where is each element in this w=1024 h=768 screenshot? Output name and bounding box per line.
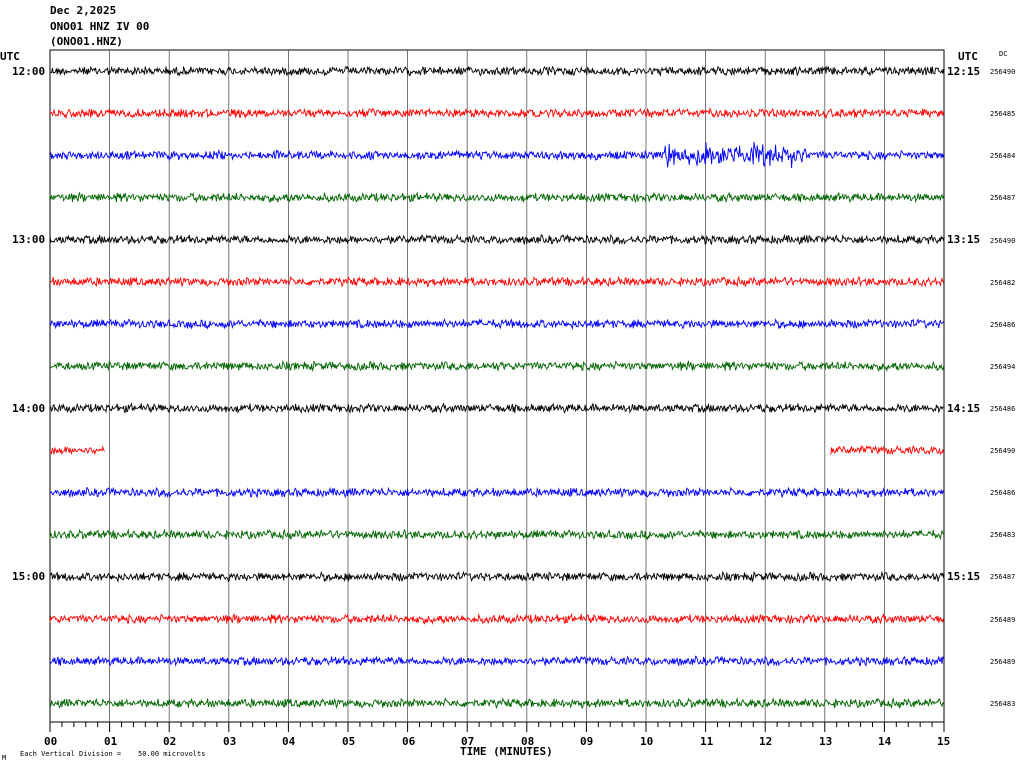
dc-value: 256490: [990, 68, 1016, 76]
dc-value: 256490: [990, 447, 1016, 455]
x-tick-label: 15: [937, 735, 951, 748]
seismic-trace: [49, 65, 945, 78]
utc-left-label: UTC: [0, 50, 20, 63]
x-tick-label: 11: [700, 735, 714, 748]
seismic-trace: [49, 191, 945, 204]
seismic-trace: [49, 445, 105, 456]
scale-note: Each Vertical Division = 50.00 microvolt…: [20, 750, 206, 758]
dc-value: 256483: [990, 700, 1016, 708]
seismic-trace: [49, 275, 945, 288]
seismic-trace: [49, 655, 945, 667]
right-hour-label: 15:15: [947, 570, 981, 583]
dc-value: 256485: [990, 110, 1016, 118]
left-hour-label: 13:00: [12, 233, 46, 246]
seismic-trace: [50, 141, 945, 169]
station-name: ONO01 HNZ IV 00: [50, 20, 150, 33]
right-hour-label: 14:15: [947, 402, 981, 415]
minute-grid: [49, 49, 945, 732]
dc-value: 256490: [990, 237, 1016, 245]
chart-date: Dec 2,2025: [50, 4, 117, 17]
dc-value: 256486: [990, 405, 1016, 413]
x-tick-label: 03: [223, 735, 237, 748]
right-hour-label: 13:15: [947, 233, 981, 246]
x-tick-label: 05: [342, 735, 356, 748]
x-tick-label: 13: [819, 735, 833, 748]
seismic-trace: [49, 318, 944, 330]
x-tick-label: 06: [402, 735, 416, 748]
x-tick-label: 07: [461, 735, 475, 748]
dc-value: 256483: [990, 531, 1016, 539]
dc-value: 256484: [990, 152, 1016, 160]
x-tick-label: 10: [640, 735, 654, 748]
dc-value: 256487: [990, 573, 1016, 581]
x-tick-label: 04: [282, 735, 296, 748]
dc-value: 256489: [990, 658, 1016, 666]
x-tick-label: 12: [759, 735, 773, 748]
seismic-trace: [49, 359, 945, 373]
x-tick-label: 09: [580, 735, 594, 748]
dc-value: 256489: [990, 616, 1016, 624]
x-tick-label: 14: [878, 735, 892, 748]
x-tick-label: 00: [44, 735, 58, 748]
seismic-trace: [49, 106, 945, 120]
x-tick-label: 08: [521, 735, 535, 748]
left-hour-label: 14:00: [12, 402, 46, 415]
seismic-trace: [49, 528, 944, 541]
seismic-trace: [830, 444, 945, 456]
seismic-trace: [49, 697, 944, 710]
left-hour-label: 15:00: [12, 570, 46, 583]
utc-right-label: UTC: [958, 50, 978, 63]
dc-value: 256486: [990, 321, 1016, 329]
footer-mark: M: [2, 754, 7, 762]
seismic-trace: [49, 401, 944, 415]
right-hour-label: 12:15: [947, 65, 981, 78]
seismic-trace: [49, 612, 945, 625]
dc-header: DC: [999, 50, 1008, 58]
channel-name: (ONO01.HNZ): [50, 35, 123, 48]
dc-value: 256482: [990, 279, 1016, 287]
trace-group: [49, 65, 945, 710]
seismic-trace: [49, 233, 945, 246]
dc-value: 256487: [990, 194, 1016, 202]
seismic-trace: [49, 570, 945, 583]
x-axis-title: TIME (MINUTES): [460, 745, 553, 758]
dc-value: 256486: [990, 489, 1016, 497]
dc-value: 256494: [990, 363, 1016, 371]
x-tick-label: 02: [163, 735, 177, 748]
x-tick-label: 01: [104, 735, 118, 748]
plot-frame: [49, 49, 945, 723]
left-hour-label: 12:00: [12, 65, 46, 78]
seismic-trace: [49, 486, 944, 499]
